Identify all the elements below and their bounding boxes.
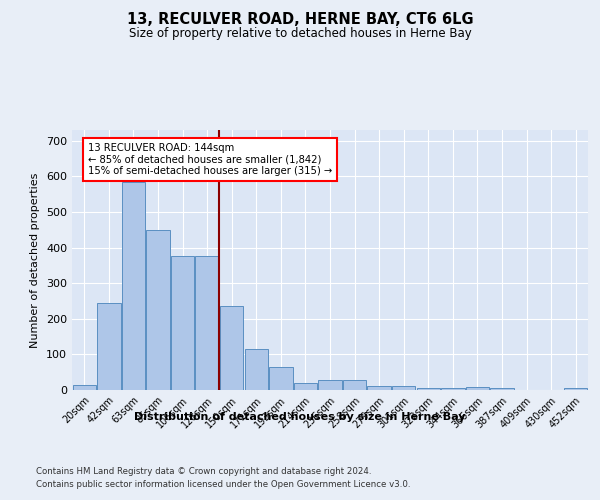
Text: 13 RECULVER ROAD: 144sqm
← 85% of detached houses are smaller (1,842)
15% of sem: 13 RECULVER ROAD: 144sqm ← 85% of detach… <box>88 143 332 176</box>
Bar <box>416 388 440 390</box>
Text: Contains HM Land Registry data © Crown copyright and database right 2024.: Contains HM Land Registry data © Crown c… <box>36 468 371 476</box>
Y-axis label: Number of detached properties: Number of detached properties <box>31 172 40 348</box>
Bar <box>73 384 96 390</box>
Text: Distribution of detached houses by size in Herne Bay: Distribution of detached houses by size … <box>134 412 466 422</box>
Bar <box>490 388 514 390</box>
Bar <box>564 388 587 390</box>
Bar <box>196 256 219 390</box>
Text: Size of property relative to detached houses in Herne Bay: Size of property relative to detached ho… <box>128 28 472 40</box>
Bar <box>97 302 121 390</box>
Bar <box>146 230 170 390</box>
Bar <box>367 386 391 390</box>
Bar <box>392 386 415 390</box>
Bar <box>319 380 341 390</box>
Bar <box>220 306 244 390</box>
Text: Contains public sector information licensed under the Open Government Licence v3: Contains public sector information licen… <box>36 480 410 489</box>
Bar <box>466 387 489 390</box>
Bar <box>122 182 145 390</box>
Bar <box>294 383 317 390</box>
Bar <box>245 349 268 390</box>
Text: 13, RECULVER ROAD, HERNE BAY, CT6 6LG: 13, RECULVER ROAD, HERNE BAY, CT6 6LG <box>127 12 473 28</box>
Bar <box>269 367 293 390</box>
Bar <box>171 256 194 390</box>
Bar <box>343 380 366 390</box>
Bar <box>441 388 464 390</box>
